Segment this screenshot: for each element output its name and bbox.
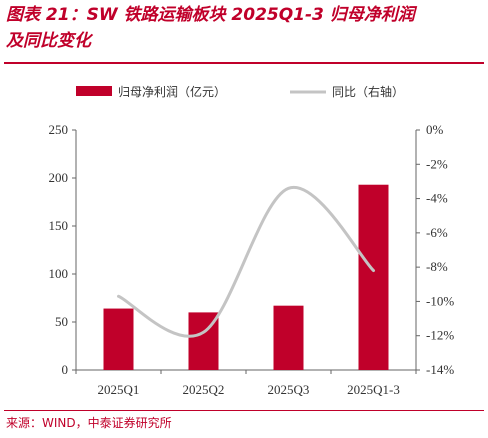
source-divider	[4, 410, 484, 411]
line-series	[117, 185, 375, 338]
legend: 归母净利润（亿元） 同比（右轴）	[76, 84, 404, 99]
bar	[273, 305, 304, 370]
chart-title-line2: 及同比变化	[6, 31, 91, 51]
y-left-tick-label: 0	[62, 362, 69, 377]
y-left-tick-label: 50	[55, 314, 68, 329]
bar	[358, 184, 389, 370]
y-right-tick-label: -4%	[426, 191, 448, 206]
x-tick-label: 2025Q3	[268, 382, 310, 397]
x-tick-label: 2025Q2	[183, 382, 225, 397]
chart-title-line1: 图表 21：SW 铁路运输板块 2025Q1-3 归母净利润	[6, 5, 415, 25]
axes: 0 50 100 150 200 250 0% -2% -4% -6% -8% -10% -12% -14…	[49, 122, 455, 397]
title-divider	[4, 62, 484, 64]
x-tick-label: 2025Q1-3	[347, 382, 400, 397]
bar-series	[103, 184, 389, 370]
legend-bar-swatch	[76, 86, 112, 96]
y-left-tick-label: 150	[49, 218, 69, 233]
legend-line-label: 同比（右轴）	[332, 84, 404, 99]
y-right-tick-label: -6%	[426, 225, 448, 240]
x-tick-label: 2025Q1	[98, 382, 140, 397]
y-right-tick-label: -12%	[426, 328, 454, 343]
y-left-tick-label: 200	[49, 170, 69, 185]
y-right-tick-label: -10%	[426, 293, 454, 308]
y-right-tick-label: -8%	[426, 259, 448, 274]
y-right-tick-label: 0%	[426, 122, 444, 137]
bar	[103, 308, 134, 370]
y-right-tick-label: -2%	[426, 156, 448, 171]
y-left-tick-label: 100	[49, 266, 69, 281]
y-left-tick-label: 250	[49, 122, 69, 137]
yoy-line	[117, 185, 375, 338]
legend-bar-label: 归母净利润（亿元）	[118, 84, 226, 99]
chart-title: 图表 21：SW 铁路运输板块 2025Q1-3 归母净利润 及同比变化	[6, 2, 482, 54]
y-right-tick-label: -14%	[426, 362, 454, 377]
source-note: 来源：WIND，中泰证券研究所	[6, 416, 172, 430]
